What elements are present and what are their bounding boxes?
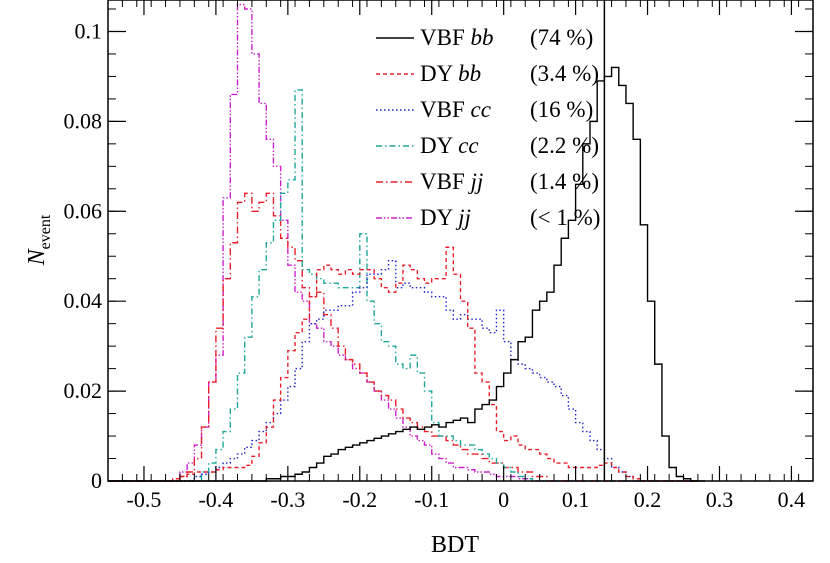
x-tick-label: 0.2 <box>634 487 662 512</box>
y-tick-label: 0.08 <box>64 108 103 133</box>
legend-label-vbf-jj: VBF jj (1.4 %) <box>420 169 599 194</box>
x-axis-title: BDT <box>431 532 479 558</box>
legend-label-dy-jj: DY jj (< 1 %) <box>420 205 600 230</box>
svg-text:Nevent: Nevent <box>24 214 54 266</box>
x-tick-label: 0.3 <box>706 487 734 512</box>
axis-ticks: -0.5 -0.4 -0.3 -0.2 -0.1 0 0.1 0.2 0.3 0.4 0 0.02 0.… <box>64 0 814 512</box>
histogram-series-group <box>108 3 706 482</box>
y-axis-title-sub: event <box>37 214 54 249</box>
x-tick-label: 0.4 <box>778 487 806 512</box>
histogram-dy-bb <box>108 246 698 482</box>
y-tick-label: 0.04 <box>64 288 103 313</box>
legend: VBF bb (74 %) DY bb (3.4 %) VBF cc (16 %) DY c… <box>376 25 600 230</box>
x-tick-label: -0.4 <box>198 487 233 512</box>
x-tick-label: -0.3 <box>270 487 305 512</box>
plot-frame <box>107 0 814 482</box>
x-tick-label: 0.1 <box>562 487 590 512</box>
x-tick-label: -0.1 <box>414 487 449 512</box>
legend-label-vbf-bb: VBF bb (74 %) <box>420 25 593 50</box>
histogram-dy-cc <box>108 89 698 482</box>
y-tick-label: 0.1 <box>75 18 103 43</box>
legend-label-dy-bb: DY bb (3.4 %) <box>420 61 599 86</box>
histogram-vbf-jj <box>108 192 698 482</box>
y-axis-title-main: N <box>24 247 50 266</box>
legend-label-vbf-cc: VBF cc (16 %) <box>420 97 593 122</box>
y-tick-label: 0 <box>91 468 102 493</box>
legend-label-dy-cc: DY cc (2.2 %) <box>420 133 599 158</box>
y-axis-title: Nevent <box>24 214 54 266</box>
x-tick-label: -0.5 <box>127 487 162 512</box>
x-tick-label: -0.2 <box>342 487 377 512</box>
histogram-vbf-bb <box>108 66 706 482</box>
y-tick-label: 0.06 <box>64 198 103 223</box>
histogram-vbf-cc <box>108 260 698 482</box>
y-tick-label: 0.02 <box>64 378 103 403</box>
x-tick-label: 0 <box>498 487 509 512</box>
